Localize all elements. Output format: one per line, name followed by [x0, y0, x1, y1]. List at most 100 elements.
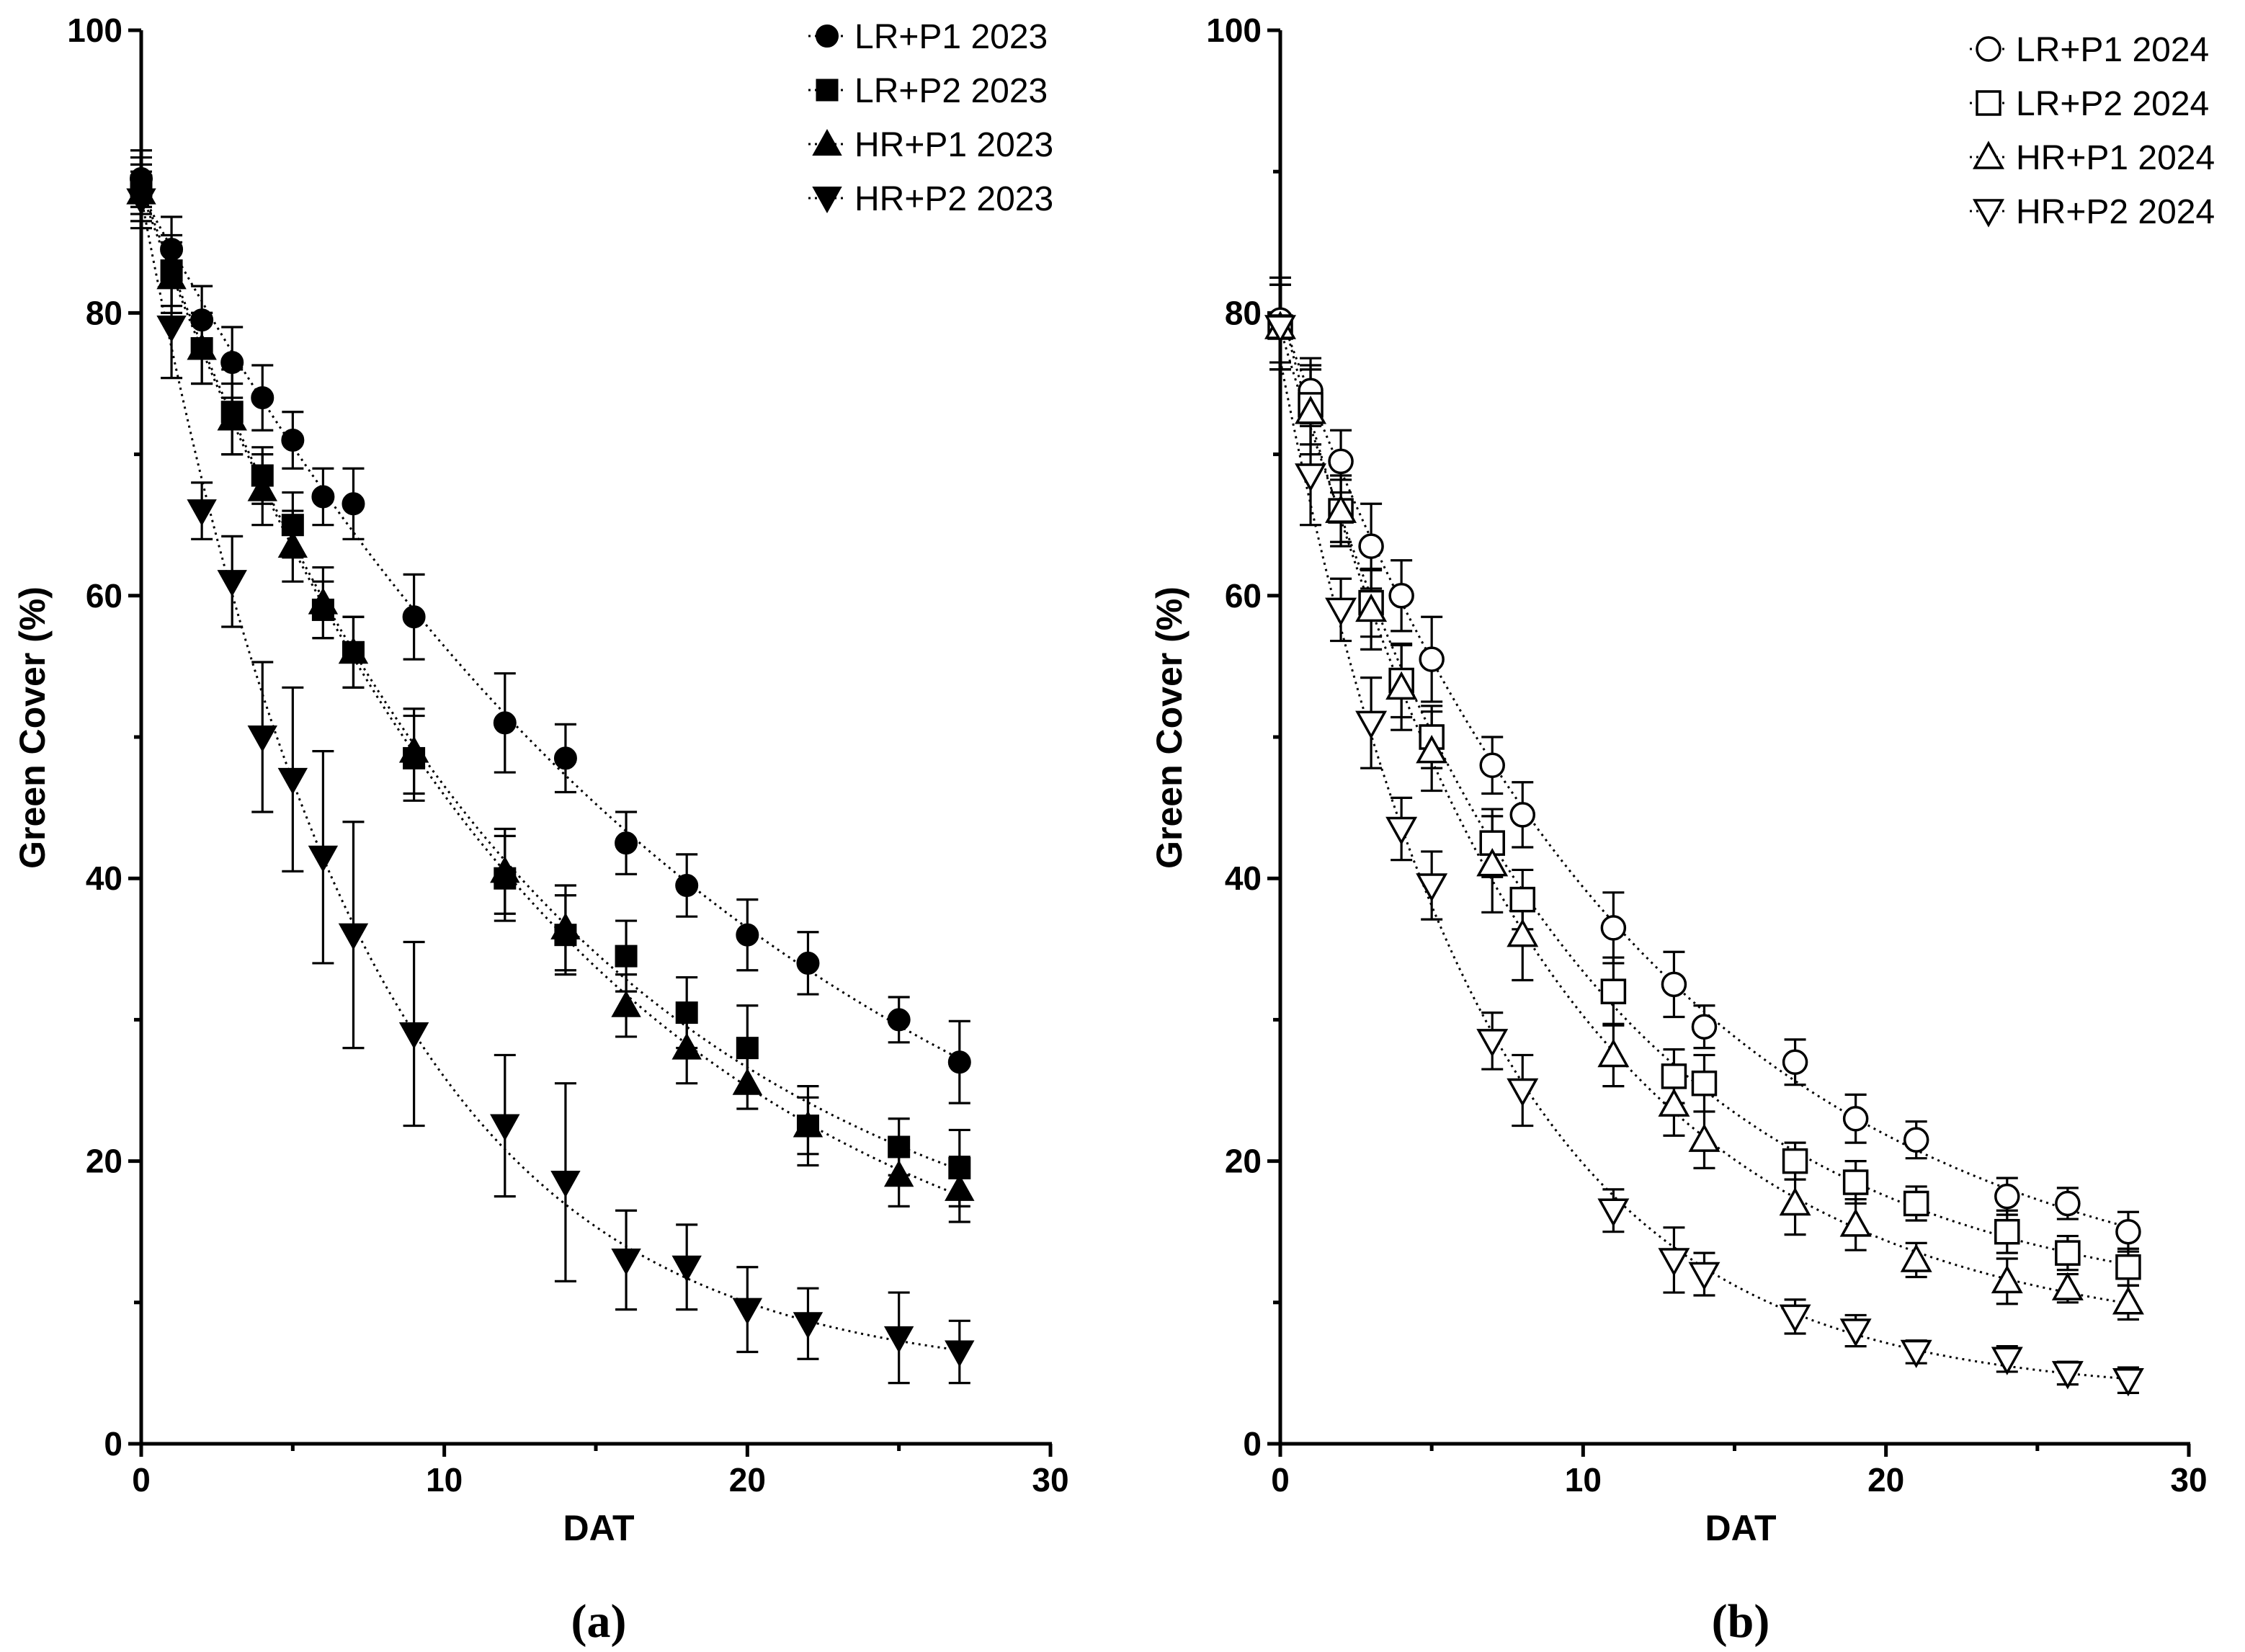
data-point-a-1-11: [615, 945, 638, 968]
legend-label-a-3: HR+P2 2023: [854, 180, 1053, 218]
data-point-b-3-15: [2051, 1361, 2084, 1390]
data-point-b-0-8: [1600, 915, 1627, 941]
y-tick-label-a: 0: [104, 1425, 122, 1463]
data-point-a-0-6: [311, 485, 335, 509]
y-axis-label-a: Green Cover (%): [12, 586, 53, 869]
data-point-b-1-11: [1782, 1148, 1808, 1174]
data-point-a-3-5: [277, 767, 308, 795]
data-point-b-0-3: [1358, 533, 1384, 559]
data-point-a-0-8: [402, 605, 426, 629]
data-point-a-2-8: [398, 736, 429, 763]
data-point-b-0-7: [1509, 802, 1536, 828]
data-point-a-0-7: [342, 492, 365, 516]
legend-marker-b-0: [1976, 36, 2001, 62]
fit-curve-a-0: [140, 192, 960, 1060]
data-point-b-1-10: [1691, 1070, 1718, 1097]
data-point-b-2-13: [1900, 1244, 1932, 1272]
data-point-b-0-10: [1691, 1014, 1718, 1040]
y-tick-label-b: 80: [1225, 294, 1262, 331]
y-tick-label-a: 60: [86, 577, 122, 615]
legend-label-a-2: HR+P1 2023: [854, 126, 1053, 164]
y-tick-label-a: 100: [67, 12, 122, 49]
data-point-a-0-15: [887, 1008, 911, 1032]
data-point-b-3-9: [1658, 1248, 1690, 1277]
data-point-a-2-7: [338, 637, 369, 664]
data-point-b-3-7: [1507, 1078, 1539, 1107]
data-point-b-2-7: [1507, 919, 1539, 947]
y-tick-label-b: 40: [1225, 860, 1262, 897]
legend-label-b-2: HR+P1 2024: [2016, 139, 2215, 177]
x-tick-label-a: 30: [1032, 1461, 1068, 1499]
legend-marker-a-2: [812, 128, 842, 156]
legend-label-b-0: LR+P1 2024: [2016, 31, 2209, 69]
data-point-b-1-15: [2055, 1240, 2081, 1266]
data-point-a-3-16: [945, 1340, 975, 1367]
data-point-a-0-2: [190, 308, 214, 332]
data-point-a-2-2: [187, 333, 217, 360]
data-point-b-2-4: [1385, 671, 1418, 700]
legend-marker-a-0: [816, 24, 839, 48]
data-point-a-2-1: [156, 262, 187, 290]
chart-panel-b: Green Cover (%) DAT (b) 0 20 40 60 80 100 0 10 2…: [1149, 12, 2215, 1648]
data-point-b-3-4: [1385, 816, 1418, 846]
y-tick-label-a: 80: [86, 294, 122, 331]
fit-curve-a-1: [140, 186, 960, 1171]
data-point-a-2-11: [611, 990, 641, 1017]
data-point-b-2-16: [2112, 1286, 2144, 1315]
legend-marker-b-3: [1973, 199, 2004, 228]
data-point-a-2-4: [247, 474, 277, 501]
data-point-b-1-13: [1903, 1190, 1929, 1217]
data-point-a-3-8: [398, 1022, 429, 1050]
data-point-a-3-14: [793, 1312, 824, 1339]
data-point-b-0-9: [1661, 971, 1687, 998]
panel-label-a: (a): [571, 1595, 627, 1648]
data-point-a-2-6: [308, 587, 339, 615]
data-point-b-0-15: [2055, 1190, 2081, 1217]
data-point-a-0-4: [251, 386, 275, 410]
data-point-b-3-16: [2112, 1367, 2144, 1397]
data-point-a-2-13: [732, 1068, 763, 1095]
legend-marker-a-1: [816, 79, 839, 102]
x-tick-label-b: 20: [1867, 1461, 1904, 1499]
data-point-b-3-14: [1991, 1347, 2023, 1375]
data-point-b-3-0: [1264, 315, 1296, 344]
x-tick-label-b: 30: [2170, 1461, 2207, 1499]
data-point-a-3-6: [308, 845, 339, 872]
data-point-a-0-1: [160, 238, 184, 262]
data-point-b-2-15: [2051, 1272, 2084, 1300]
legend-label-b-1: LR+P2 2024: [2016, 85, 2209, 123]
data-point-b-3-5: [1416, 873, 1448, 902]
data-point-b-0-12: [1842, 1105, 1869, 1132]
y-axis-label-b: Green Cover (%): [1149, 586, 1190, 869]
data-point-b-2-11: [1779, 1187, 1811, 1216]
y-tick-label-a: 20: [86, 1143, 122, 1180]
data-point-a-3-2: [187, 499, 217, 527]
data-point-b-2-9: [1658, 1088, 1690, 1117]
data-point-a-2-14: [793, 1110, 824, 1138]
data-point-a-1-12: [675, 1001, 698, 1024]
y-tick-label-a: 40: [86, 860, 122, 897]
data-point-a-0-5: [281, 428, 305, 452]
data-point-b-3-2: [1325, 597, 1357, 627]
chart-panel-a: Green Cover (%) DAT (a) 0 20 40 60 80 100 0 10 2…: [12, 12, 1069, 1648]
data-point-a-2-10: [550, 912, 581, 939]
data-point-b-2-14: [1991, 1264, 2023, 1294]
data-point-a-2-12: [671, 1032, 702, 1060]
legend-label-a-0: LR+P1 2023: [854, 18, 1048, 56]
data-point-b-2-10: [1688, 1123, 1720, 1152]
data-point-a-3-1: [156, 316, 187, 343]
legend-marker-b-1: [1976, 90, 2001, 116]
x-tick-label-b: 0: [1271, 1461, 1290, 1499]
data-point-a-0-3: [220, 351, 244, 375]
data-point-b-0-11: [1782, 1049, 1808, 1076]
data-point-a-2-9: [490, 856, 520, 883]
data-point-b-2-3: [1355, 593, 1388, 622]
x-axis-label-b: DAT: [1705, 1508, 1776, 1548]
data-point-a-1-13: [736, 1037, 759, 1060]
data-point-b-2-1: [1295, 396, 1327, 424]
data-point-b-2-8: [1597, 1038, 1630, 1068]
data-point-b-2-12: [1839, 1208, 1872, 1237]
data-point-a-3-12: [671, 1255, 702, 1282]
data-point-a-2-3: [217, 403, 247, 431]
